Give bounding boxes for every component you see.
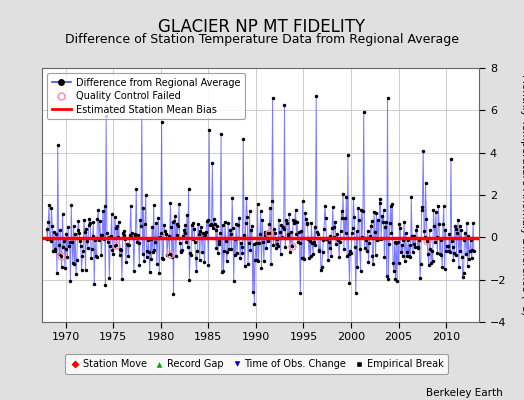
Text: GLACIER NP MT FIDELITY: GLACIER NP MT FIDELITY (158, 18, 366, 36)
Text: Difference of Station Temperature Data from Regional Average: Difference of Station Temperature Data f… (65, 33, 459, 46)
Legend: Difference from Regional Average, Quality Control Failed, Estimated Station Mean: Difference from Regional Average, Qualit… (47, 73, 245, 119)
Text: Berkeley Earth: Berkeley Earth (427, 388, 503, 398)
Y-axis label: Monthly Temperature Anomaly Difference (°C): Monthly Temperature Anomaly Difference (… (520, 74, 524, 316)
Legend: Station Move, Record Gap, Time of Obs. Change, Empirical Break: Station Move, Record Gap, Time of Obs. C… (66, 354, 448, 374)
